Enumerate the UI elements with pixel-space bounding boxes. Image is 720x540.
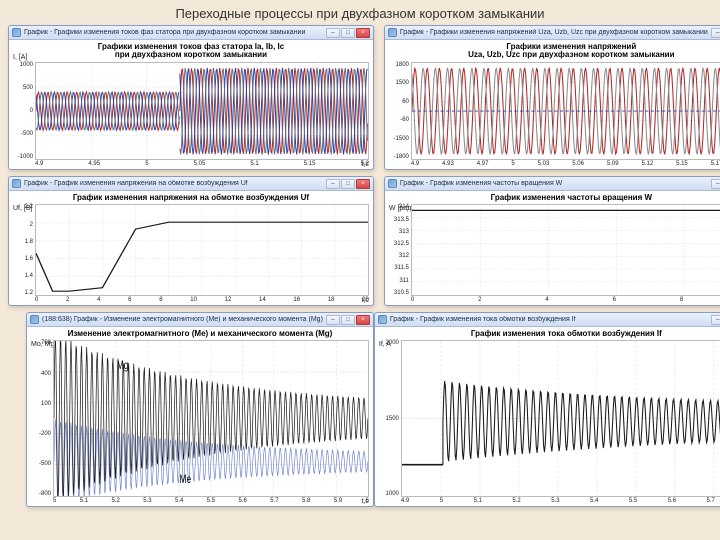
plot-canvas bbox=[411, 62, 720, 160]
minimize-button[interactable]: – bbox=[711, 179, 720, 189]
x-axis-unit: t,c bbox=[362, 297, 369, 304]
chart-area: График изменения частоты вращения W W [р… bbox=[385, 191, 720, 305]
x-ticks: 4.94.934.9755.035.065.095.125.155.175.2 bbox=[389, 160, 720, 167]
chart-area: Графики изменения напряжений Uza, Uzb, U… bbox=[385, 40, 720, 169]
minimize-button[interactable]: – bbox=[326, 28, 340, 38]
app-icon bbox=[378, 315, 387, 324]
y-ticks: 700400100-200-500-800 bbox=[31, 340, 53, 497]
minimize-button[interactable]: – bbox=[711, 315, 720, 325]
svg-text:Mg: Mg bbox=[117, 359, 129, 373]
app-icon bbox=[388, 28, 397, 37]
chart-title: Графики изменения напряжений Uza, Uzb, U… bbox=[389, 42, 720, 62]
titlebar[interactable]: График - График изменения напряжения на … bbox=[9, 177, 373, 191]
chart-title: Изменение электромагнитного (Me) и механ… bbox=[31, 329, 369, 340]
y-axis-unit: I, [A] bbox=[13, 54, 27, 61]
y-ticks: 1800150060-60-1500-1800 bbox=[389, 62, 411, 160]
titlebar[interactable]: График - Графики изменения напряжений Uz… bbox=[385, 26, 720, 40]
window-voltages: График - Графики изменения напряжений Uz… bbox=[384, 25, 720, 170]
y-axis-unit: Mo, Mg bbox=[31, 341, 54, 348]
close-button[interactable]: × bbox=[356, 28, 370, 38]
minimize-button[interactable]: – bbox=[326, 179, 340, 189]
titlebar[interactable]: График - График изменения тока обмотки в… bbox=[375, 313, 720, 327]
chart-title: График изменения напряжения на обмотке в… bbox=[13, 193, 369, 204]
app-icon bbox=[30, 315, 39, 324]
y-ticks: 10005000-500-1000 bbox=[13, 62, 35, 160]
chart-area: Графики изменения токов фаз статора Ia, … bbox=[9, 40, 373, 169]
x-axis-unit: t,c bbox=[362, 498, 369, 505]
window-title: График - График изменения частоты вращен… bbox=[400, 180, 708, 187]
titlebar[interactable]: График - График изменения частоты вращен… bbox=[385, 177, 720, 191]
window-moment: (188:638) График - Изменение электромагн… bbox=[26, 312, 374, 507]
plot-canvas bbox=[35, 204, 369, 296]
close-button[interactable]: × bbox=[356, 179, 370, 189]
plot-canvas bbox=[35, 62, 369, 160]
maximize-button[interactable]: □ bbox=[341, 179, 355, 189]
minimize-button[interactable]: – bbox=[326, 315, 340, 325]
svg-text:Me: Me bbox=[180, 473, 192, 487]
maximize-button[interactable]: □ bbox=[341, 315, 355, 325]
y-axis-unit: Uf, [B] bbox=[13, 205, 32, 212]
y-axis-unit: If, A bbox=[379, 341, 391, 348]
titlebar[interactable]: (188:638) График - Изменение электромагн… bbox=[27, 313, 373, 327]
page-title: Переходные процессы при двухфазном корот… bbox=[4, 4, 716, 25]
chart-area: График изменения тока обмотки возбуждени… bbox=[375, 327, 720, 506]
close-button[interactable]: × bbox=[356, 315, 370, 325]
x-ticks: 4.94.9555.055.15.155.2 bbox=[13, 160, 369, 167]
plot-canvas bbox=[411, 204, 720, 296]
x-ticks: 4.955.15.25.35.45.55.65.75.8 bbox=[379, 497, 720, 504]
y-ticks: 200015001000 bbox=[379, 340, 401, 497]
window-currents: График - Графики изменения токов фаз ста… bbox=[8, 25, 374, 170]
chart-area: Изменение электромагнитного (Me) и механ… bbox=[27, 327, 373, 506]
y-ticks: 314313.5313312.5312311.5311310.5 bbox=[389, 204, 411, 296]
plot-canvas: Mg Me bbox=[53, 340, 369, 497]
maximize-button[interactable]: □ bbox=[341, 28, 355, 38]
app-icon bbox=[388, 179, 397, 188]
window-if: График - График изменения тока обмотки в… bbox=[374, 312, 720, 507]
window-uf: График - График изменения напряжения на … bbox=[8, 176, 374, 306]
chart-grid: График - Графики изменения токов фаз ста… bbox=[4, 25, 716, 507]
window-title: График - График изменения напряжения на … bbox=[24, 180, 323, 187]
app-icon bbox=[12, 179, 21, 188]
x-ticks: 55.15.25.35.45.55.65.75.85.96 bbox=[31, 497, 369, 504]
x-ticks: 02468101214161820 bbox=[13, 296, 369, 303]
window-title: График - График изменения тока обмотки в… bbox=[390, 316, 708, 323]
plot-canvas bbox=[401, 340, 720, 497]
chart-area: График изменения напряжения на обмотке в… bbox=[9, 191, 373, 305]
y-ticks: 2.221.81.61.41.2 bbox=[13, 204, 35, 296]
x-axis-unit: t,c bbox=[362, 161, 369, 168]
chart-title: Графики изменения токов фаз статора Ia, … bbox=[13, 42, 369, 62]
window-w: График - График изменения частоты вращен… bbox=[384, 176, 720, 306]
titlebar[interactable]: График - Графики изменения токов фаз ста… bbox=[9, 26, 373, 40]
chart-title: График изменения тока обмотки возбуждени… bbox=[379, 329, 720, 340]
app-icon bbox=[12, 28, 21, 37]
chart-title: График изменения частоты вращения W bbox=[389, 193, 720, 204]
window-title: График - Графики изменения напряжений Uz… bbox=[400, 29, 708, 36]
x-ticks: 0246810 bbox=[389, 296, 720, 303]
minimize-button[interactable]: – bbox=[711, 28, 720, 38]
window-title: (188:638) График - Изменение электромагн… bbox=[42, 316, 323, 323]
window-title: График - Графики изменения токов фаз ста… bbox=[24, 29, 323, 36]
